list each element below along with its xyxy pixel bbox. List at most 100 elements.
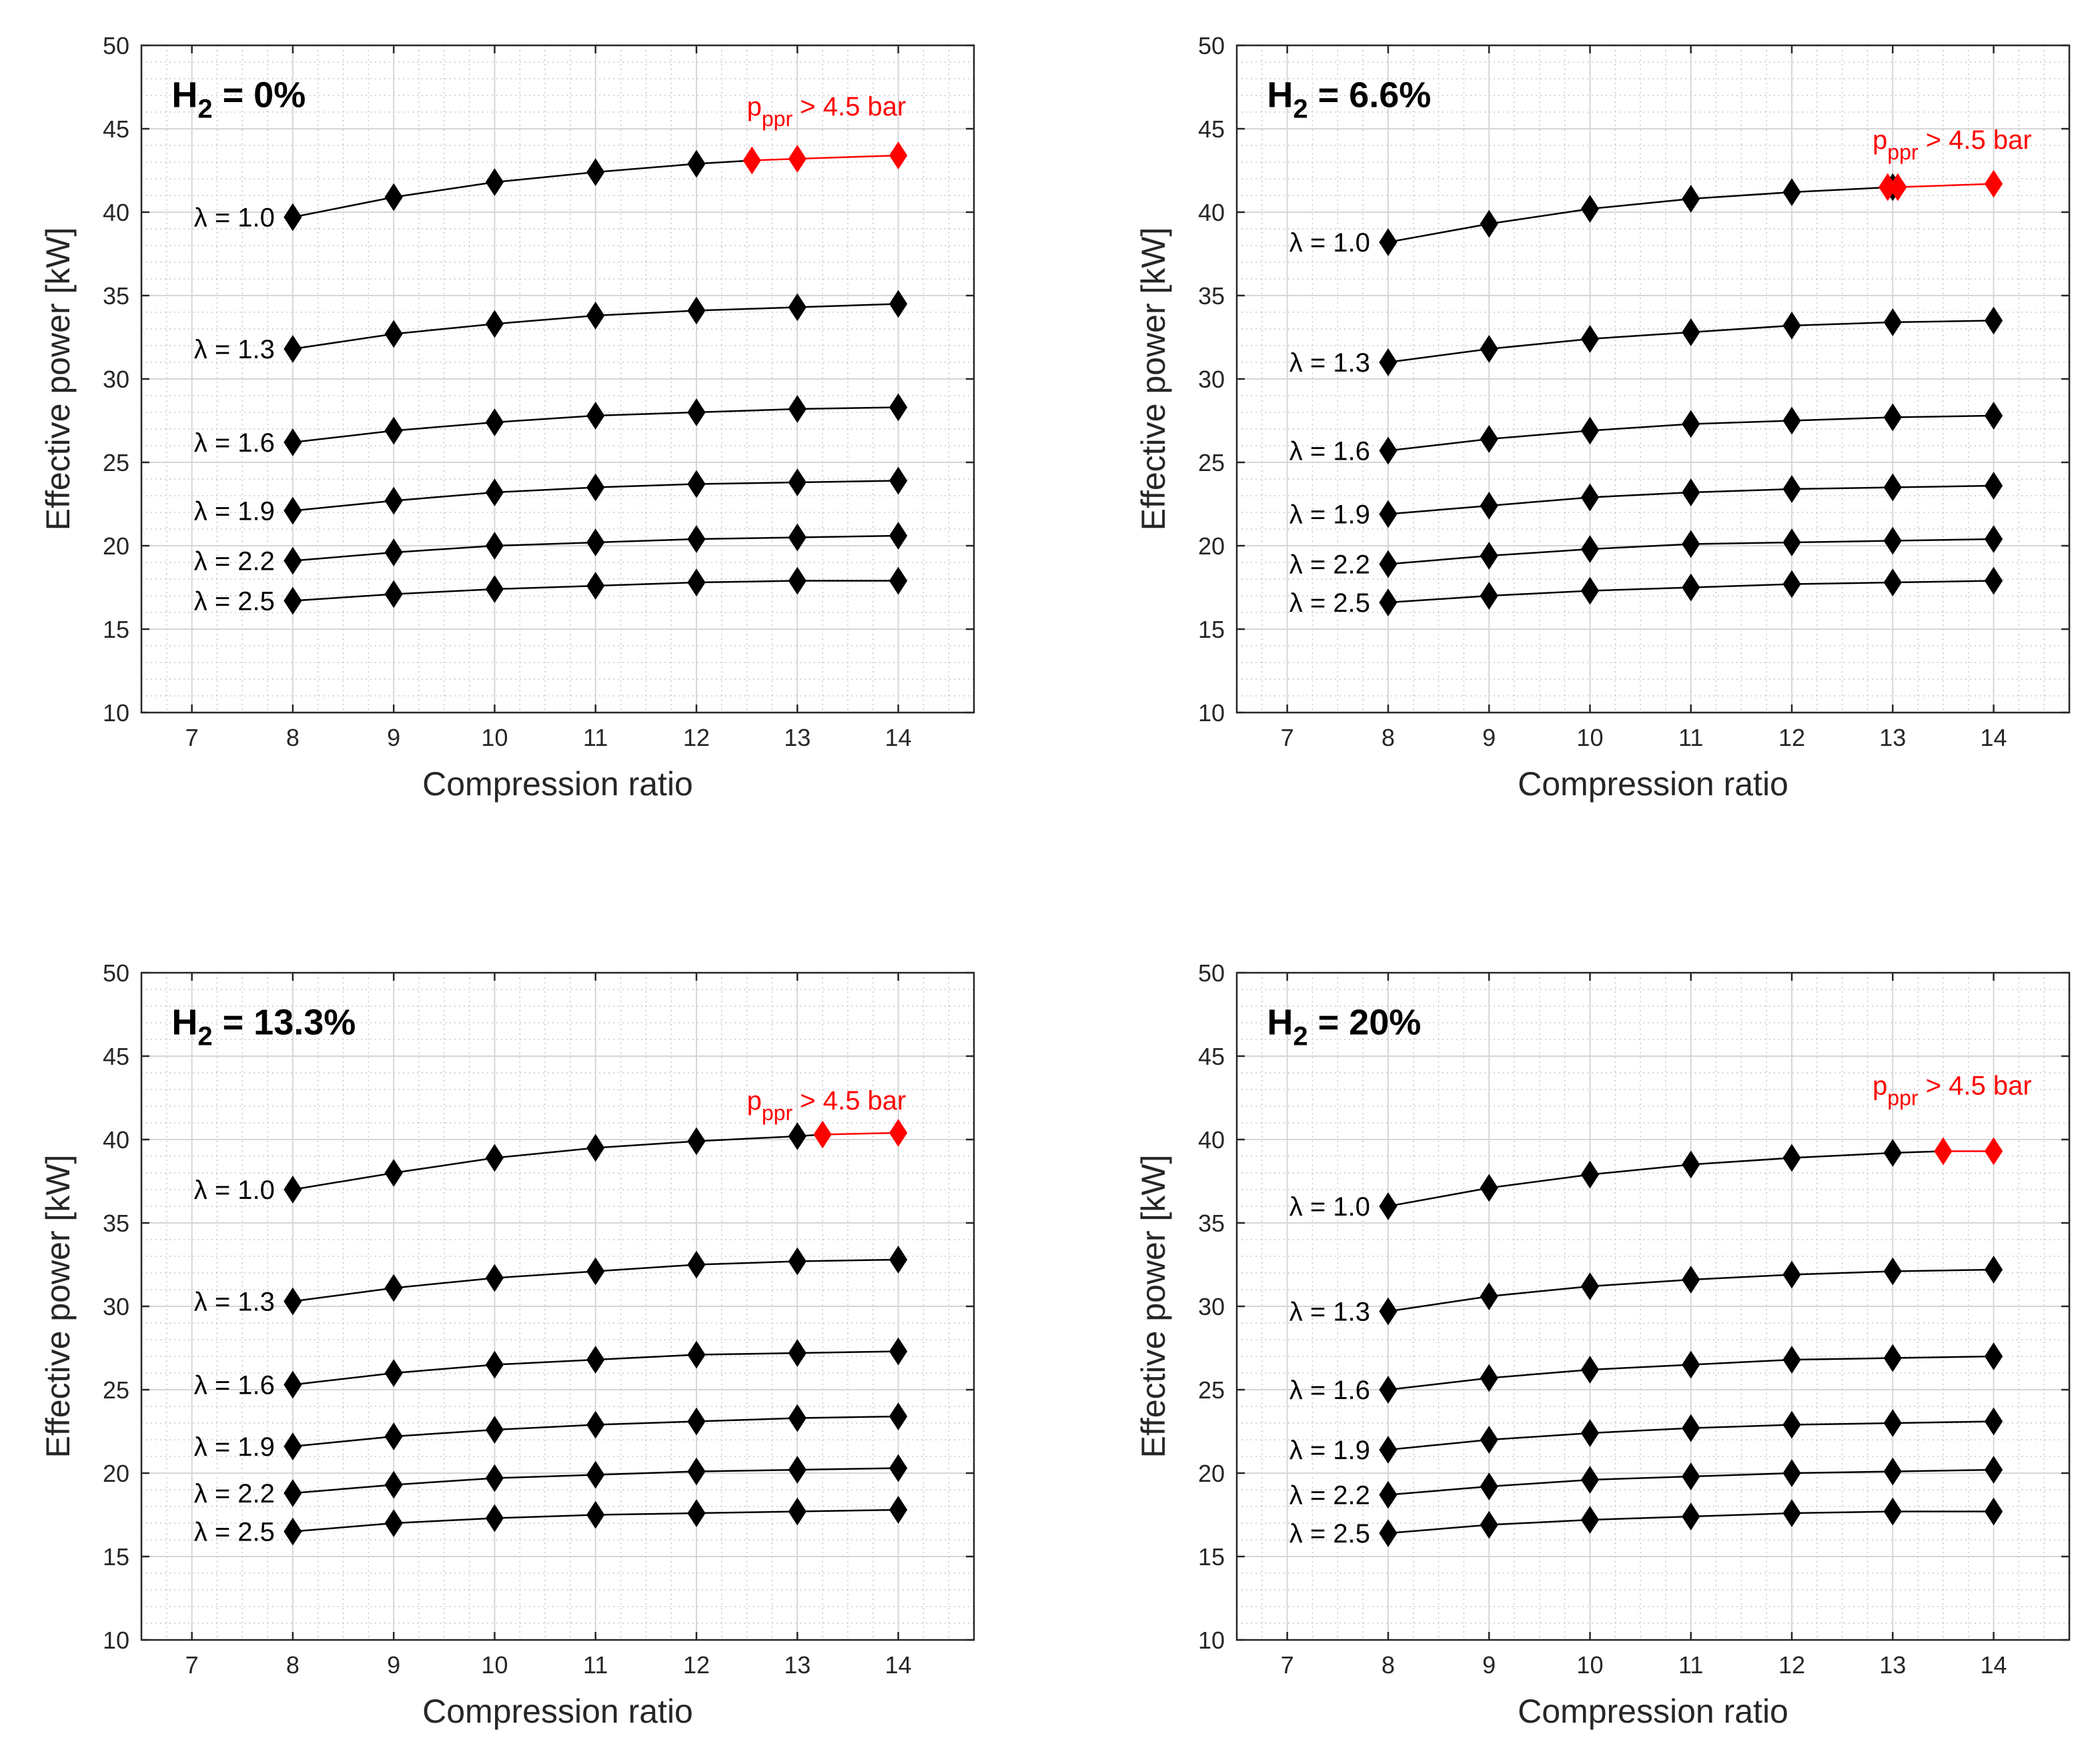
data-point (1480, 582, 1498, 610)
y-tick-label: 20 (1198, 532, 1225, 560)
data-point (485, 532, 504, 560)
data-point-red (1984, 169, 2003, 198)
series-2: λ = 1.3 (194, 290, 908, 364)
data-point (1480, 1472, 1498, 1500)
series-label: λ = 1.6 (194, 1371, 275, 1400)
series-label: λ = 1.6 (194, 428, 275, 458)
data-point (889, 290, 908, 318)
data-point (1782, 1410, 1801, 1439)
data-point (384, 1159, 403, 1187)
x-axis-label: Compression ratio (422, 1693, 693, 1730)
data-point (687, 1340, 706, 1369)
series-4: λ = 1.9 (1289, 1407, 2003, 1465)
data-point (1480, 1174, 1498, 1202)
y-tick-label: 35 (103, 282, 129, 310)
y-tick-label: 25 (103, 1376, 129, 1404)
x-tick-label: 13 (1879, 724, 1906, 751)
y-axis-label: Effective power [kW] (39, 1155, 77, 1458)
series-label: λ = 1.0 (1289, 1192, 1370, 1222)
data-point (788, 395, 807, 423)
series-1: λ = 1.0 (194, 141, 908, 233)
data-point (788, 566, 807, 595)
data-point (1480, 209, 1498, 238)
series-label: λ = 1.3 (1289, 348, 1370, 378)
data-point (687, 525, 706, 553)
data-point (586, 1500, 605, 1529)
y-tick-label: 15 (1198, 1543, 1225, 1571)
series-label: λ = 1.3 (194, 335, 275, 364)
data-point (1883, 403, 1902, 432)
data-point (384, 580, 403, 608)
y-tick-label: 30 (1198, 1293, 1225, 1320)
series-4: λ = 1.9 (194, 1402, 908, 1462)
x-tick-label: 14 (1981, 724, 2007, 751)
series-2: λ = 1.3 (194, 1246, 908, 1317)
data-point (586, 528, 605, 556)
x-axis-label: Compression ratio (1518, 765, 1788, 803)
series-label: λ = 2.2 (194, 1479, 275, 1508)
data-point (586, 1410, 605, 1439)
y-axis-label: Effective power [kW] (1135, 228, 1172, 531)
data-point (1682, 573, 1700, 602)
series-2: λ = 1.3 (1289, 1256, 2003, 1327)
data-point (687, 1127, 706, 1156)
y-tick-label: 45 (103, 1043, 129, 1070)
data-point (485, 310, 504, 338)
x-tick-label: 8 (286, 724, 300, 751)
data-point (284, 335, 302, 363)
data-point (1580, 1419, 1600, 1447)
data-point (485, 1464, 504, 1492)
data-point (788, 1497, 807, 1526)
data-point (1984, 306, 2003, 335)
data-point (284, 203, 302, 232)
series-label: λ = 2.2 (1289, 550, 1370, 580)
series-6: λ = 2.5 (1289, 566, 2003, 618)
data-point (788, 1122, 807, 1150)
data-point (384, 183, 403, 211)
data-point (1682, 318, 1700, 346)
series-line-red (823, 1132, 899, 1136)
x-tick-label: 10 (481, 724, 508, 751)
data-point (1480, 1364, 1498, 1392)
data-point (889, 566, 908, 595)
y-tick-label: 35 (1198, 282, 1225, 310)
data-point (889, 466, 908, 495)
x-tick-label: 14 (885, 724, 912, 751)
data-point (1984, 566, 2003, 595)
data-point (485, 1144, 504, 1172)
x-tick-label: 8 (1382, 1651, 1395, 1679)
data-point (1379, 228, 1398, 256)
data-point (384, 1470, 403, 1499)
series-label: λ = 2.5 (194, 1518, 275, 1547)
series-label: λ = 1.6 (1289, 1376, 1370, 1405)
data-point (485, 1350, 504, 1379)
data-point (889, 522, 908, 550)
data-point (1682, 478, 1700, 506)
data-point (1379, 588, 1398, 616)
y-tick-label: 50 (103, 959, 129, 987)
x-tick-label: 10 (1576, 1651, 1603, 1679)
data-point (586, 1346, 605, 1374)
data-point (1883, 1409, 1902, 1437)
data-point (384, 416, 403, 445)
data-point (1379, 500, 1398, 528)
series-line (292, 159, 752, 218)
y-tick-label: 50 (103, 32, 129, 59)
x-tick-label: 12 (1778, 1651, 1805, 1679)
data-point (788, 1456, 807, 1484)
data-point (284, 428, 302, 456)
series-3: λ = 1.6 (1289, 402, 2003, 466)
data-point (1682, 530, 1700, 558)
y-tick-label: 10 (103, 699, 129, 727)
data-point (384, 538, 403, 566)
series-2: λ = 1.3 (1289, 306, 2003, 378)
data-point (1782, 528, 1801, 556)
y-tick-label: 45 (103, 115, 129, 143)
x-tick-label: 11 (1678, 1651, 1703, 1679)
series-5: λ = 2.2 (194, 1454, 908, 1508)
data-point (1580, 535, 1600, 563)
data-point (284, 1287, 302, 1316)
data-point-red (742, 146, 761, 175)
data-point (1580, 1506, 1600, 1534)
y-tick-label: 20 (103, 532, 129, 560)
